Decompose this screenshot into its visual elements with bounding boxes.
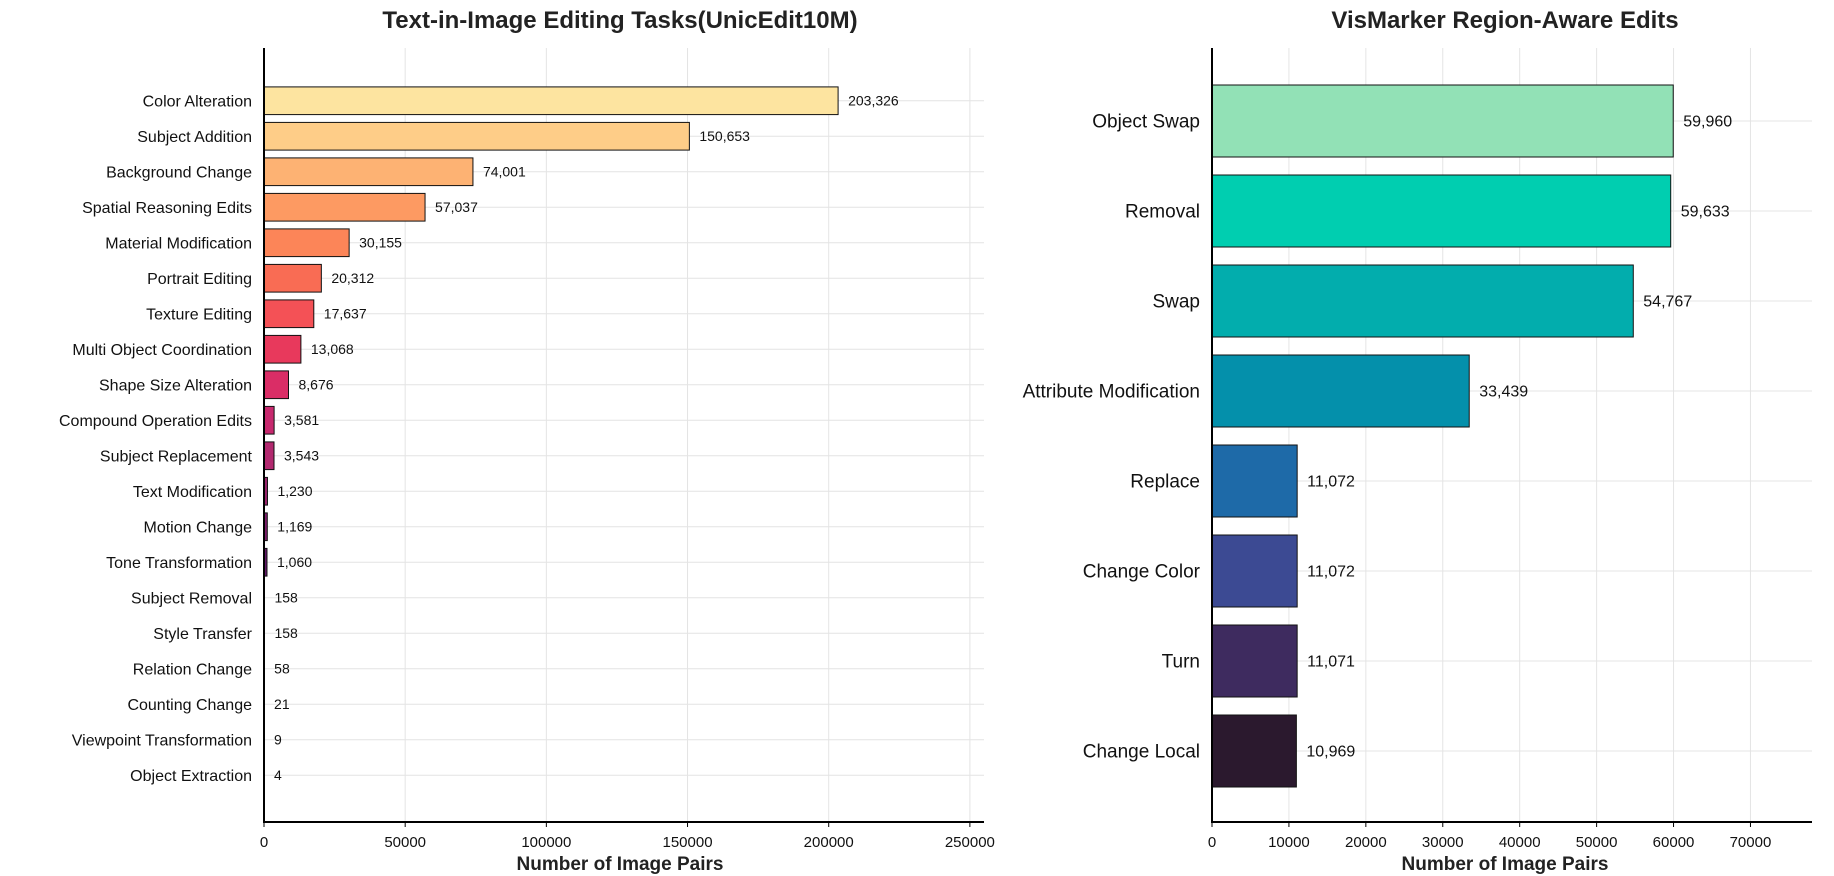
value-label: 8,676	[298, 377, 333, 393]
bar	[1211, 444, 1298, 518]
value-label: 11,072	[1307, 474, 1355, 491]
bar	[263, 299, 315, 329]
category-label: Material Modification	[105, 235, 252, 252]
value-label: 158	[274, 625, 298, 641]
category-label: Color Alteration	[143, 93, 252, 110]
bar	[263, 121, 690, 151]
bar	[1211, 174, 1672, 248]
x-tick-label: 40000	[1499, 834, 1541, 851]
category-label: Text Modification	[133, 484, 252, 501]
x-tick-label: 0	[1208, 834, 1216, 851]
x-tick-label: 50000	[1576, 834, 1618, 851]
value-label: 33,439	[1479, 384, 1528, 401]
category-label: Counting Change	[127, 697, 252, 714]
x-tick-label: 10000	[1268, 834, 1310, 851]
category-label: Multi Object Coordination	[72, 342, 252, 359]
chart-left-xlabel: Number of Image Pairs	[517, 854, 724, 875]
value-label: 203,326	[848, 93, 899, 109]
x-tick-label: 150000	[662, 834, 712, 851]
bar	[263, 370, 289, 400]
chart-right-xlabel: Number of Image Pairs	[1402, 854, 1609, 875]
category-label: Portrait Editing	[147, 271, 252, 288]
bar	[263, 405, 275, 435]
category-label: Compound Operation Edits	[59, 413, 252, 430]
category-label: Tone Transformation	[106, 555, 252, 572]
bar	[1211, 84, 1674, 158]
category-label: Subject Removal	[131, 590, 252, 607]
category-label: Spatial Reasoning Edits	[82, 200, 252, 217]
plot-right: Object Swap 59,960 Removal 59,633 Swap 54,767…	[1023, 48, 1812, 851]
value-label: 1,230	[277, 483, 312, 499]
bar	[263, 263, 322, 293]
chart-right-title: VisMarker Region-Aware Edits	[1331, 7, 1678, 34]
value-label: 54,767	[1643, 294, 1692, 311]
value-label: 74,001	[483, 164, 526, 180]
value-label: 4	[274, 767, 282, 783]
bar	[263, 441, 275, 471]
x-tick-label: 70000	[1730, 834, 1772, 851]
value-label: 150,653	[699, 128, 750, 144]
value-label: 3,581	[284, 412, 319, 428]
category-label: Shape Size Alteration	[99, 377, 252, 394]
value-label: 158	[274, 590, 298, 606]
category-label: Turn	[1162, 652, 1200, 673]
x-tick-label: 20000	[1345, 834, 1387, 851]
category-label: Background Change	[106, 164, 252, 181]
bar	[1211, 354, 1470, 428]
bar	[1211, 714, 1297, 788]
bar	[1211, 264, 1634, 338]
category-label: Subject Addition	[137, 129, 252, 146]
value-label: 1,060	[277, 554, 312, 570]
value-label: 11,072	[1307, 564, 1355, 581]
category-label: Removal	[1125, 202, 1200, 223]
category-label: Change Color	[1083, 562, 1201, 583]
bar	[263, 157, 474, 187]
bar	[263, 192, 426, 222]
value-label: 13,068	[311, 341, 354, 357]
value-label: 10,969	[1306, 744, 1355, 761]
bar	[1211, 624, 1298, 698]
value-label: 57,037	[435, 199, 478, 215]
category-label: Viewpoint Transformation	[72, 732, 252, 749]
category-label: Object Extraction	[130, 768, 252, 785]
x-tick-label: 0	[260, 834, 268, 851]
bar	[263, 334, 302, 364]
x-tick-label: 100000	[521, 834, 571, 851]
category-label: Subject Replacement	[100, 448, 253, 465]
x-tick-label: 200000	[804, 834, 854, 851]
value-label: 21	[274, 696, 290, 712]
plot-left: Color Alteration 203,326 Subject Addition 1…	[59, 48, 995, 851]
category-label: Motion Change	[143, 519, 252, 536]
category-label: Change Local	[1083, 742, 1200, 763]
category-label: Texture Editing	[146, 306, 252, 323]
category-label: Relation Change	[133, 661, 252, 678]
value-label: 20,312	[331, 270, 374, 286]
bar	[1211, 534, 1298, 608]
x-tick-label: 60000	[1653, 834, 1695, 851]
category-label: Object Swap	[1092, 112, 1200, 133]
value-label: 11,071	[1307, 654, 1355, 671]
value-label: 1,169	[277, 519, 312, 535]
value-label: 58	[274, 661, 290, 677]
value-label: 9	[274, 732, 282, 748]
value-label: 3,543	[284, 448, 319, 464]
category-label: Style Transfer	[153, 626, 252, 643]
value-label: 59,633	[1681, 204, 1730, 221]
value-label: 17,637	[324, 306, 367, 322]
value-label: 59,960	[1683, 114, 1732, 131]
bar	[263, 228, 350, 258]
x-tick-label: 250000	[945, 834, 995, 851]
bar	[263, 86, 839, 116]
value-label: 30,155	[359, 235, 402, 251]
chart-left-title: Text-in-Image Editing Tasks(UnicEdit10M)	[382, 7, 857, 34]
category-label: Swap	[1152, 292, 1200, 313]
x-tick-label: 30000	[1422, 834, 1464, 851]
category-label: Replace	[1130, 472, 1200, 493]
category-label: Attribute Modification	[1023, 382, 1200, 403]
x-tick-label: 50000	[384, 834, 426, 851]
